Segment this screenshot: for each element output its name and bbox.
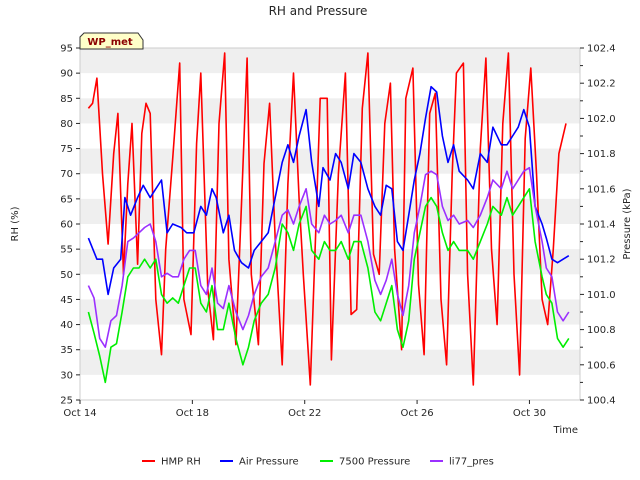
y-tick-label-left: 85 <box>60 94 73 105</box>
y-tick-label-right: 101.6 <box>587 184 616 195</box>
y-tick-label-right: 100.4 <box>587 396 616 407</box>
y-axis-title-right: Pressure (kPa) <box>622 188 633 259</box>
y-tick-label-left: 45 <box>60 295 73 306</box>
station-badge: WP_met <box>79 32 144 50</box>
y-tick-label-left: 50 <box>60 270 73 281</box>
legend-label-hmp-rh: HMP RH <box>161 457 201 468</box>
x-tick-label: Oct 18 <box>176 408 209 419</box>
y-tick-label-left: 75 <box>60 144 73 155</box>
y-tick-label-left: 40 <box>60 320 73 331</box>
y-tick-label-left: 65 <box>60 194 73 205</box>
series-line-hmp-rh <box>87 52 567 386</box>
grid-bands <box>80 48 580 400</box>
badge-label: WP_met <box>87 37 133 48</box>
grid-band <box>80 148 580 174</box>
y-tick-label-left: 35 <box>60 345 73 356</box>
y-tick-label-left: 30 <box>60 370 73 381</box>
y-tick-label-left: 90 <box>60 69 73 80</box>
chart-title: RH and Pressure <box>269 4 368 18</box>
y-tick-label-right: 101.0 <box>587 290 616 301</box>
y-tick-label-right: 101.8 <box>587 149 616 160</box>
series-line-7500-pressure <box>87 188 570 384</box>
y-tick-label-left: 80 <box>60 119 73 130</box>
y-tick-label-right: 102.4 <box>587 44 616 55</box>
y-tick-label-right: 100.6 <box>587 360 616 371</box>
legend-label-air-pressure: Air Pressure <box>239 457 299 468</box>
grid-band <box>80 48 580 74</box>
series-line-air-pressure <box>87 85 570 296</box>
y-tick-label-left: 60 <box>60 220 73 231</box>
x-tick-label: Oct 22 <box>288 408 321 419</box>
series-line-li77-pres <box>87 166 570 349</box>
y-tick-label-right: 101.4 <box>587 220 616 231</box>
y-tick-label-left: 70 <box>60 169 73 180</box>
y-tick-label-right: 101.2 <box>587 255 616 266</box>
y-axis-title-left: RH (%) <box>10 206 21 241</box>
x-tick-label: Oct 30 <box>513 408 546 419</box>
badge-shape <box>79 32 144 50</box>
y-tick-label-right: 100.8 <box>587 325 616 336</box>
y-tick-label-left: 25 <box>60 396 73 407</box>
grid-band <box>80 98 580 124</box>
legend-label-7500-pressure: 7500 Pressure <box>339 457 410 468</box>
right-y-axis: 100.4 100.6 100.8 101.0 101.2 101.4 101.6 101.8… <box>580 44 616 407</box>
x-axis: Oct 14 Oct 18 Oct 22 Oct 26 Oct 30 <box>63 400 546 419</box>
x-tick-label: Oct 14 <box>63 408 96 419</box>
y-tick-label-right: 102.2 <box>587 79 616 90</box>
series-layer <box>87 52 570 386</box>
y-tick-label-left: 55 <box>60 245 73 256</box>
legend: HMP RH Air Pressure 7500 Pressure li77_pres <box>142 457 494 468</box>
x-axis-title: Time <box>553 425 578 436</box>
left-y-axis: 25 30 35 40 45 50 55 60 65 70 75 80 85 90 95 <box>60 44 80 407</box>
y-tick-label-left: 95 <box>60 44 73 55</box>
x-tick-label: Oct 26 <box>400 408 433 419</box>
grid-band <box>80 349 580 375</box>
legend-label-li77-pres: li77_pres <box>449 457 494 468</box>
y-tick-label-right: 102.0 <box>587 114 616 125</box>
